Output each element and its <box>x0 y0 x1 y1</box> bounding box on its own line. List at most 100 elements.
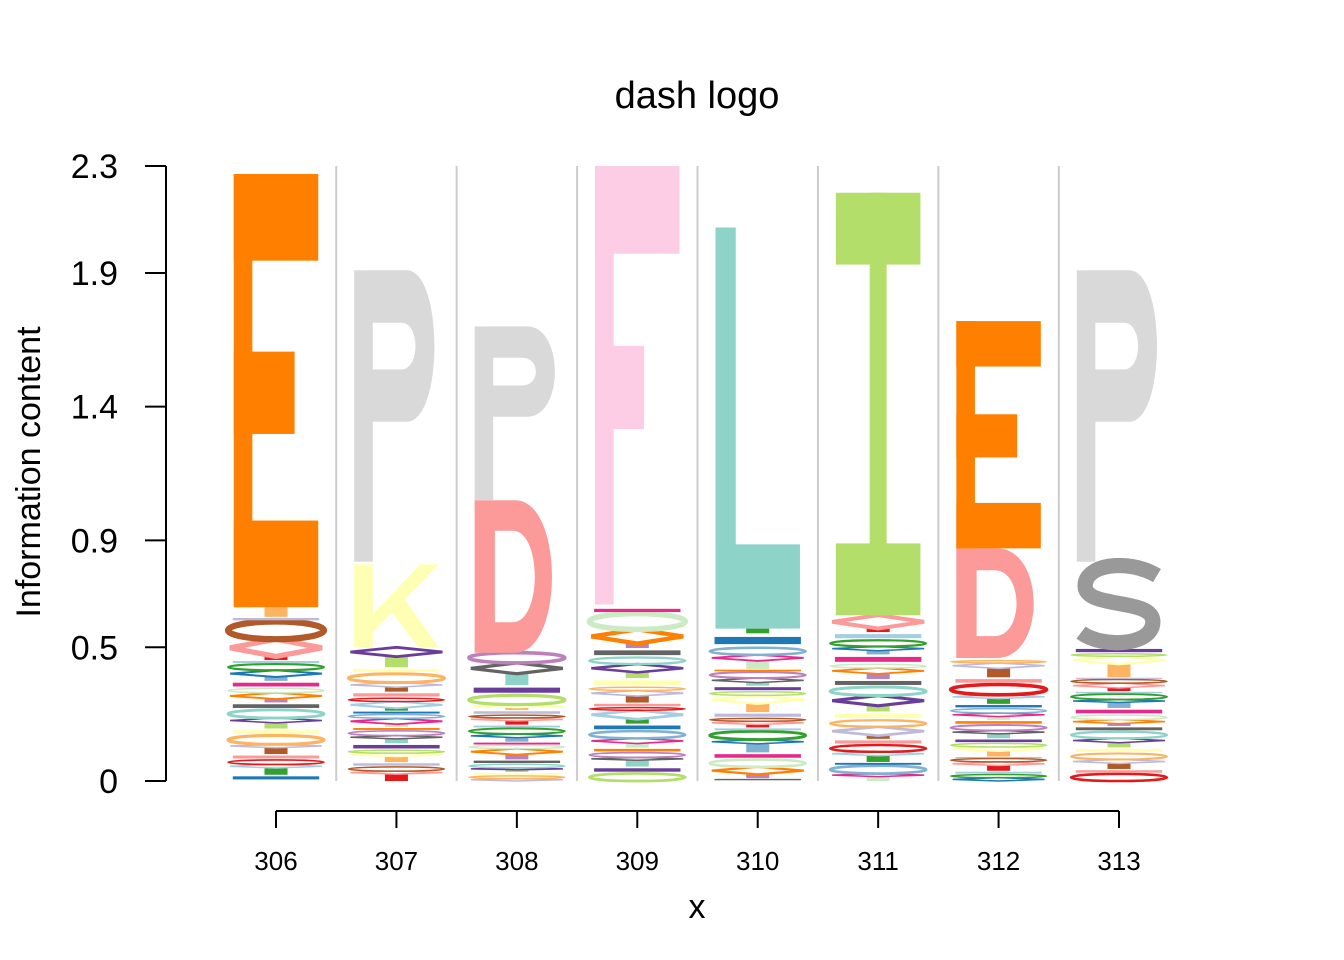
minor-letter <box>588 686 687 692</box>
x-tick-label: 308 <box>495 846 538 876</box>
minor-letter <box>505 720 529 725</box>
letter-E <box>233 174 319 608</box>
minor-letter <box>1075 709 1163 714</box>
minor-letter <box>708 717 807 722</box>
minor-letter <box>586 610 689 633</box>
minor-letter <box>1069 772 1169 783</box>
minor-letter <box>467 650 567 665</box>
minor-letter <box>949 757 1048 763</box>
minor-letter <box>828 743 928 754</box>
minor-letter <box>1107 763 1131 769</box>
letter-F <box>595 166 680 605</box>
minor-letter <box>746 703 770 713</box>
minor-letter <box>347 766 446 772</box>
minor-letter <box>468 744 566 750</box>
minor-letter <box>952 662 1045 670</box>
minor-letter <box>987 765 1011 771</box>
minor-letter <box>866 705 890 712</box>
minor-letters <box>708 628 808 781</box>
minor-letter <box>834 762 922 765</box>
minor-letters <box>346 645 446 781</box>
minor-letter <box>384 724 408 728</box>
minor-letter <box>264 676 288 681</box>
minor-letter <box>708 646 807 657</box>
minor-letter <box>232 682 320 687</box>
minor-letter <box>232 776 320 780</box>
minor-letter <box>831 613 925 631</box>
minor-letter <box>955 705 1042 708</box>
logo-stack-313 <box>1069 270 1169 783</box>
logo-stacks <box>224 166 1169 783</box>
letter-E <box>956 321 1041 549</box>
logo-stack-310 <box>708 227 808 781</box>
minor-letter <box>1070 714 1168 721</box>
minor-letter <box>866 776 890 781</box>
minor-letter <box>1069 730 1169 740</box>
minor-letter <box>987 733 1011 739</box>
minor-letter <box>590 627 684 646</box>
minor-letter <box>588 656 687 666</box>
minor-letter <box>505 737 529 742</box>
minor-letter <box>467 693 567 707</box>
minor-letter <box>264 699 288 703</box>
minor-letter <box>711 694 804 706</box>
y-tick-label: 2.3 <box>71 148 118 186</box>
minor-letter <box>829 663 927 669</box>
x-axis: 306 307 308 309 310 311 312 313 <box>254 810 1141 876</box>
minor-letters <box>948 659 1049 782</box>
minor-letter <box>714 713 801 717</box>
minor-letter <box>588 706 687 712</box>
minor-letter <box>473 687 561 693</box>
minor-letter <box>1075 677 1163 679</box>
minor-letter <box>224 618 328 643</box>
minor-letter <box>353 728 440 730</box>
minor-letter <box>264 747 288 755</box>
minor-letter <box>346 672 446 685</box>
minor-letter <box>470 661 564 676</box>
minor-letter <box>1107 742 1131 748</box>
minor-letter <box>594 703 681 707</box>
minor-letter <box>955 721 1042 724</box>
minor-letter <box>226 733 326 746</box>
y-tick-label: 0 <box>99 763 118 801</box>
minor-letter <box>594 725 681 730</box>
minor-letter <box>229 669 323 678</box>
logo-stack-308 <box>467 326 567 782</box>
minor-letter <box>1075 748 1163 752</box>
minor-letter <box>949 742 1048 748</box>
minor-letter <box>834 740 922 744</box>
minor-letter <box>353 763 440 766</box>
minor-letter <box>949 724 1048 732</box>
minor-letter <box>473 760 561 764</box>
minor-letter <box>350 645 443 659</box>
minor-letter <box>588 751 687 759</box>
minor-letter <box>832 667 925 675</box>
minor-letter <box>828 685 928 698</box>
letter-K <box>354 564 439 648</box>
minor-letter <box>594 680 681 685</box>
minor-letter <box>955 739 1042 743</box>
minor-letter <box>949 707 1048 714</box>
x-tick-label: 311 <box>857 846 898 876</box>
minor-letter <box>505 707 529 710</box>
minor-letter <box>384 656 408 668</box>
minor-letter <box>505 754 529 760</box>
minor-letter <box>470 747 563 756</box>
minor-letter <box>226 662 326 672</box>
minor-letter <box>955 771 1042 774</box>
minor-letter <box>232 661 320 664</box>
minor-letter <box>714 728 801 731</box>
minor-letter <box>987 668 1011 678</box>
minor-letter <box>227 687 325 694</box>
minor-letter <box>384 687 408 692</box>
minor-letter <box>384 738 408 744</box>
minor-letter <box>714 754 801 758</box>
minor-letters <box>828 613 928 781</box>
minor-letter <box>505 673 529 686</box>
minor-letter <box>350 717 443 726</box>
minor-letter <box>232 704 320 708</box>
minor-letter <box>1075 648 1163 653</box>
minor-letter <box>708 671 807 680</box>
minor-letters <box>467 650 567 782</box>
